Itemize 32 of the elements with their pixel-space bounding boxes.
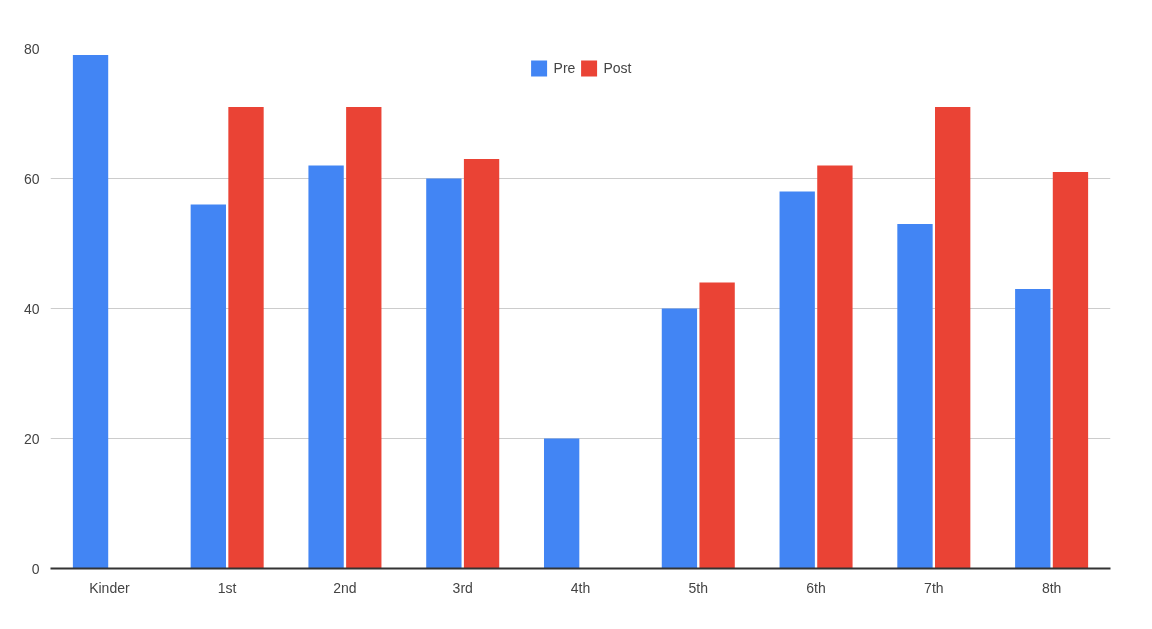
- x-tick-label: 2nd: [333, 579, 357, 596]
- bar: [228, 107, 264, 569]
- bar: [897, 224, 933, 569]
- y-tick-label: 0: [31, 560, 40, 577]
- bar: [935, 107, 971, 569]
- y-tick-label: 60: [23, 170, 40, 187]
- bar: [1052, 172, 1089, 569]
- legend-label: Post: [603, 60, 632, 76]
- x-tick-label: 4th: [570, 579, 591, 596]
- bar: [346, 107, 382, 569]
- legend-label: Pre: [553, 60, 576, 76]
- bar: [463, 159, 500, 569]
- bar: [779, 191, 815, 569]
- bar: [426, 178, 462, 569]
- bar: [661, 308, 698, 569]
- bar: [190, 204, 226, 569]
- x-tick-label: 8th: [1041, 579, 1062, 596]
- bar: [72, 55, 109, 569]
- y-tick-label: 80: [23, 40, 40, 57]
- bar: [1015, 289, 1051, 569]
- y-tick-label: 40: [23, 300, 40, 317]
- x-tick-label: 7th: [924, 579, 944, 596]
- x-tick-label: 1st: [217, 579, 237, 596]
- bar: [817, 165, 853, 569]
- bar: [699, 282, 735, 569]
- bar: [308, 165, 344, 569]
- x-tick-label: 3rd: [452, 579, 473, 596]
- x-tick-label: 5th: [688, 579, 709, 596]
- y-tick-label: 20: [23, 430, 40, 447]
- x-tick-label: Kinder: [89, 579, 130, 596]
- bar: [543, 438, 580, 569]
- x-tick-label: 6th: [806, 579, 826, 596]
